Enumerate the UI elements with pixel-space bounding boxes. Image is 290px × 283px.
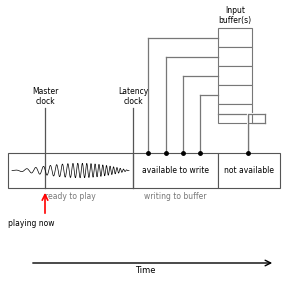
Text: writing to buffer: writing to buffer xyxy=(144,192,207,201)
Text: Time: Time xyxy=(135,266,155,275)
Text: Master
clock: Master clock xyxy=(32,87,58,106)
Text: Input
buffer(s): Input buffer(s) xyxy=(218,6,251,25)
Bar xyxy=(218,66,252,85)
Bar xyxy=(218,153,280,188)
Bar xyxy=(218,28,252,47)
Text: not available: not available xyxy=(224,166,274,175)
Text: ready to play: ready to play xyxy=(45,192,96,201)
Text: available to write: available to write xyxy=(142,166,209,175)
Bar xyxy=(218,104,252,123)
Text: playing now: playing now xyxy=(8,219,55,228)
Text: Latency
clock: Latency clock xyxy=(118,87,148,106)
Bar xyxy=(8,153,218,188)
Bar xyxy=(218,47,252,66)
Bar xyxy=(218,85,252,104)
